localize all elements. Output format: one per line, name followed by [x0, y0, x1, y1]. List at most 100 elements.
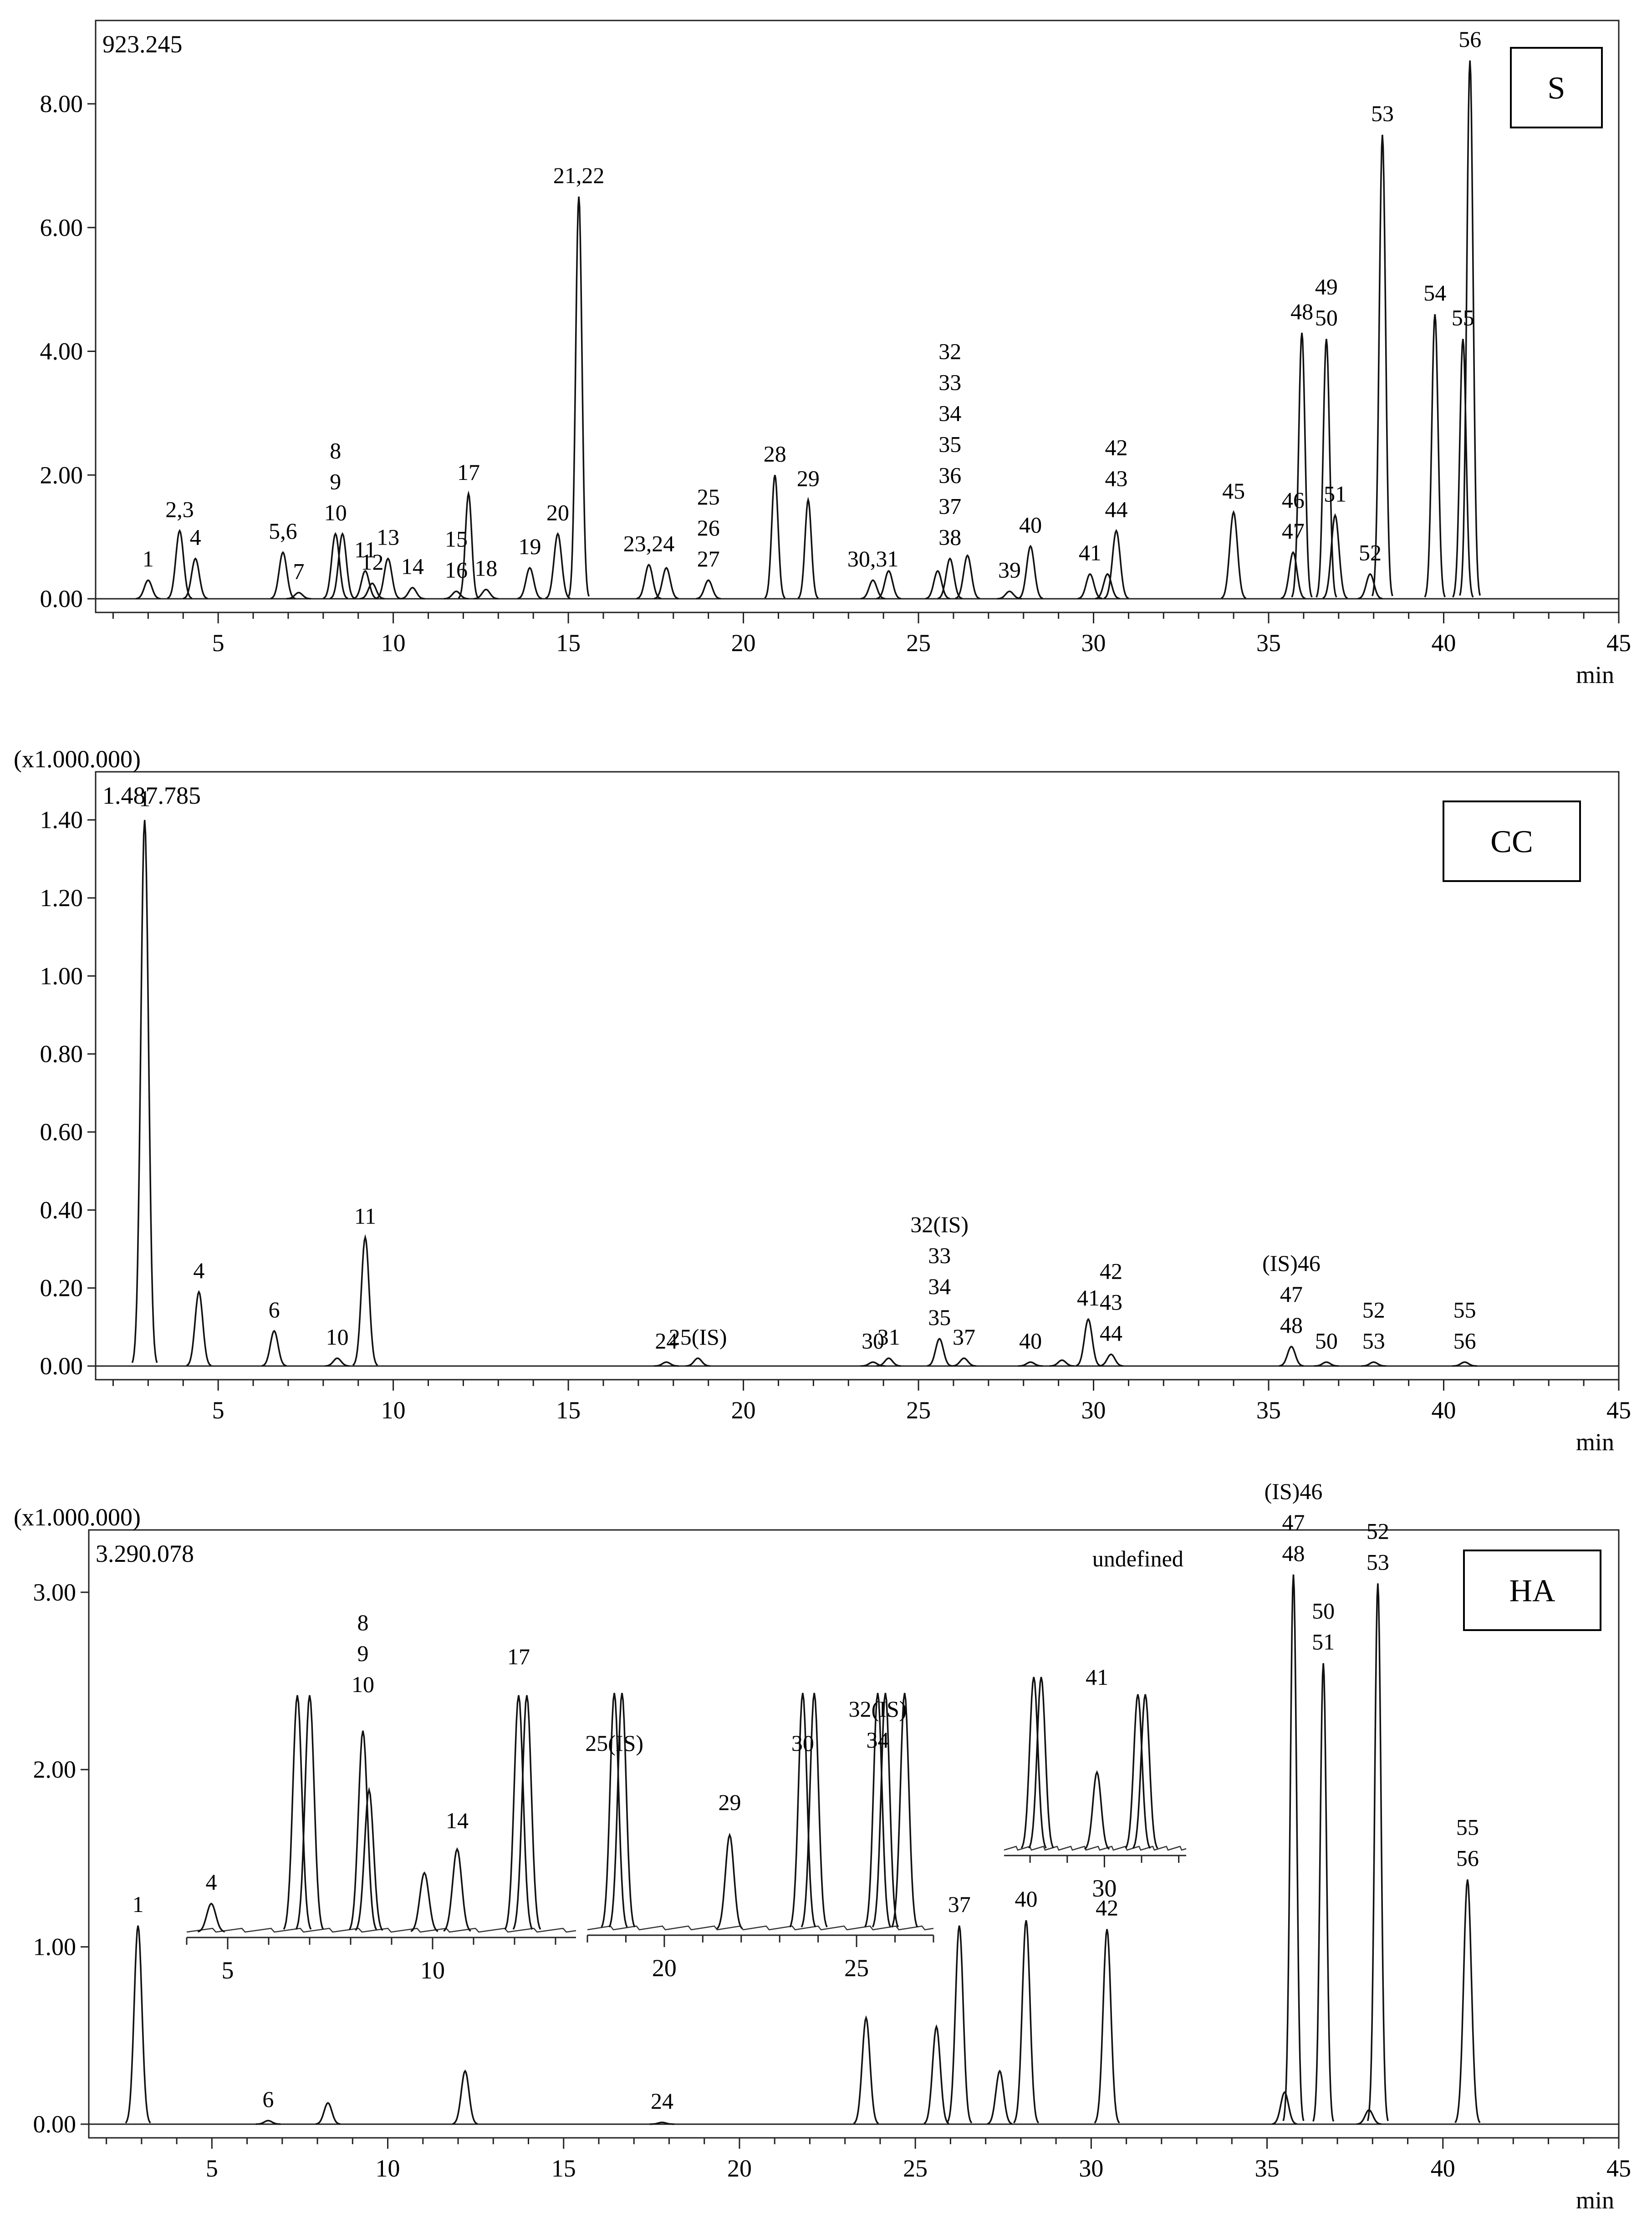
peak-17 [458, 490, 479, 599]
peak-52 [1361, 1361, 1386, 1367]
inset-peak [348, 1730, 377, 1930]
peak-28 [764, 474, 786, 599]
inset-peak [601, 1693, 628, 1927]
peak-label: 55 [1452, 305, 1474, 330]
peak-label: 4 [193, 1258, 204, 1283]
peak-25IS [685, 1357, 710, 1367]
inset-peak [801, 1693, 828, 1927]
peak-label: 42 [1096, 1895, 1118, 1921]
peak-39 [997, 590, 1022, 600]
peak-11 [352, 1234, 378, 1366]
y-multiplier-label: (x1.000.000) [14, 1504, 141, 1531]
x-axis-label: min [1576, 1428, 1614, 1456]
peak-label: 40 [1015, 1886, 1037, 1912]
x-tick-label: 5 [212, 629, 224, 657]
peak-unlabeled [923, 2024, 949, 2125]
inset-tick-label: 25 [844, 1954, 869, 1982]
inset-baseline-trace [587, 1925, 934, 1931]
inset-tick-label: 30 [1092, 1875, 1117, 1902]
inset-peak [410, 1871, 438, 1932]
peak-14 [400, 586, 425, 600]
plot-frame [88, 1529, 1620, 2139]
peak-48 [1291, 332, 1313, 598]
peak-label: 23,24 [623, 530, 675, 556]
peak-2324 [636, 563, 662, 600]
inset-peak [283, 1695, 312, 1930]
peak-label: 11 [354, 537, 376, 562]
peak-label: 6 [269, 1297, 280, 1322]
sample-badge [1443, 800, 1581, 882]
inset-peak-label: 41 [1086, 1664, 1108, 1690]
peak-unlabeled [653, 566, 679, 600]
sample-badge [1510, 47, 1603, 128]
peak-label: 42 43 44 [1105, 435, 1128, 522]
peak-1 [136, 579, 161, 600]
inset-peak-label: 17 [507, 1644, 530, 1669]
inset-peak-label: 29 [718, 1789, 741, 1815]
y-tick-label: 1.20 [40, 884, 83, 912]
max-intensity-label: 1.487.785 [102, 782, 201, 809]
peak-46 [1280, 551, 1306, 600]
inset-peak [1125, 1694, 1151, 1849]
peak-unlabeled [452, 2069, 478, 2125]
peak-unlabeled [1050, 1359, 1075, 1367]
inset-peak-label: 4 [206, 1869, 217, 1895]
peak-label: 41 [1077, 1285, 1100, 1310]
inset-peak [1020, 1677, 1047, 1849]
peak-6 [261, 1330, 287, 1367]
x-tick-label: 15 [556, 1397, 581, 1424]
plot-frame [95, 771, 1620, 1381]
peak-unlabeled [1272, 2091, 1297, 2125]
peak-label: 20 [546, 500, 569, 525]
peak-unlabeled [876, 570, 902, 600]
peak-label: 40 [1019, 1328, 1042, 1353]
peak-24 [654, 1361, 679, 1367]
inset-peak-label: 32(IS) 34 [849, 1696, 907, 1753]
y-tick-label: 4.00 [40, 338, 83, 365]
peak-label: 4 [190, 525, 201, 550]
peak-52 [1357, 573, 1383, 600]
peak-label: 29 [797, 466, 820, 491]
peak-50 [1312, 1663, 1335, 2122]
peak-label: 55 56 [1456, 1815, 1479, 1871]
x-tick-label: 35 [1255, 2155, 1280, 2182]
y-tick-label: 2.00 [33, 1756, 76, 1783]
peak-label: 41 [1079, 540, 1101, 566]
peak-label: 2,3 [165, 497, 194, 522]
peak-41 [1077, 573, 1103, 600]
peak-label: 11 [354, 1203, 376, 1229]
peak-label: 10 [326, 1324, 349, 1350]
inset-peak [504, 1695, 533, 1930]
peak-label: 7 [293, 558, 305, 584]
max-intensity-label: 3.290.078 [96, 1540, 194, 1567]
peak-label: 6 [262, 2086, 274, 2112]
x-tick-label: 30 [1079, 2155, 1103, 2182]
peak-4 [186, 1290, 212, 1366]
x-tick-label: 35 [1256, 629, 1281, 657]
peak-41 [1076, 1318, 1101, 1367]
x-tick-label: 40 [1432, 629, 1456, 657]
y-tick-label: 6.00 [40, 214, 83, 241]
peak-8 [323, 532, 348, 599]
peak-label: (IS)46 47 48 [1264, 1478, 1323, 1566]
y-tick-label: 0.40 [40, 1196, 83, 1224]
inset-peak-label: 8 9 10 [352, 1610, 374, 1697]
inset-baseline-trace [1004, 1846, 1187, 1851]
inset-peak [1132, 1694, 1158, 1849]
x-tick-label: 25 [906, 629, 931, 657]
y-tick-label: 0.00 [40, 585, 83, 612]
peak-label: 18 [474, 556, 497, 581]
peak-18 [474, 588, 499, 600]
x-axis-label: min [1576, 661, 1614, 688]
peak-51 [1322, 513, 1348, 599]
peak-label: 54 [1423, 280, 1446, 306]
plot-frame [95, 20, 1620, 613]
peak-label: 19 [519, 534, 541, 559]
x-tick-label: 10 [376, 2155, 400, 2182]
peak-40 [1018, 545, 1043, 599]
y-tick-label: 3.00 [33, 1579, 76, 1606]
y-tick-label: 2.00 [40, 461, 83, 489]
sample-badge-text: CC [1490, 825, 1533, 860]
peak-1 [125, 1925, 151, 2124]
